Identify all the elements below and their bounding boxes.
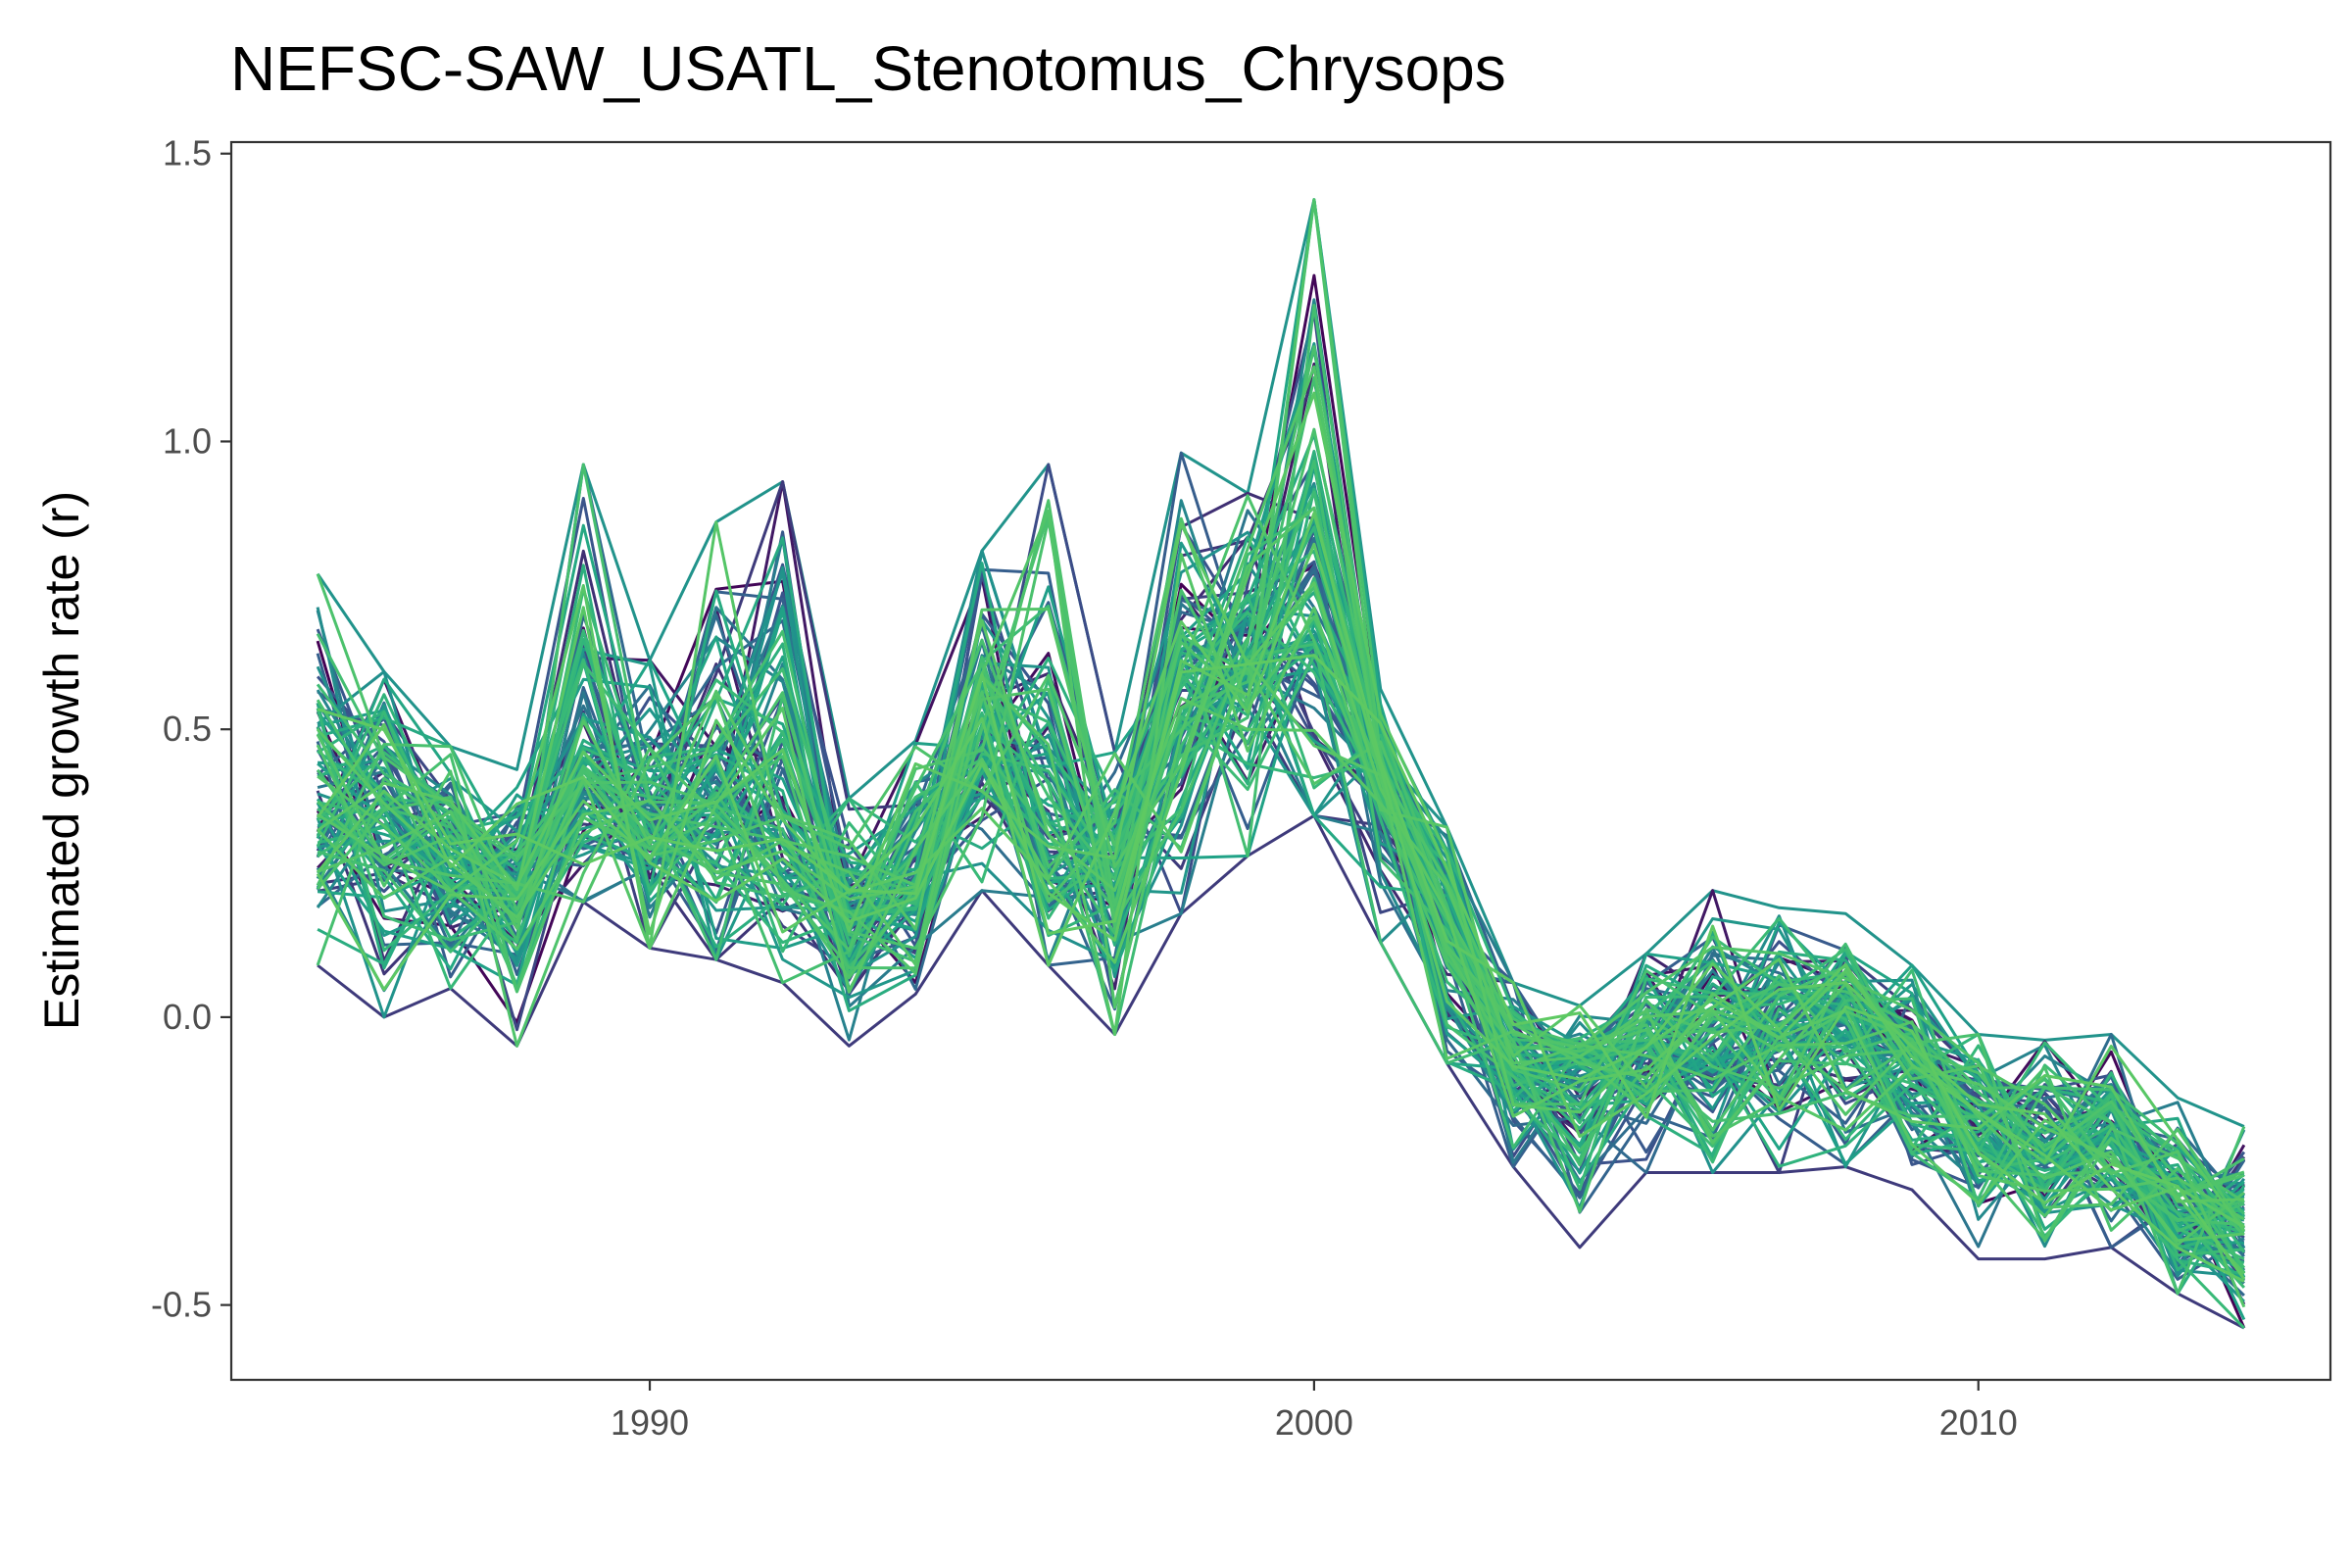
series-line <box>317 506 2246 1308</box>
series-line <box>316 512 2245 1283</box>
series-layer <box>316 198 2246 1330</box>
x-axis: 1990 2000 2010 <box>611 1380 2018 1443</box>
series-line <box>317 391 2246 1232</box>
series-line-lower-extreme <box>317 813 2245 1330</box>
x-tick-label: 2000 <box>1275 1402 1353 1443</box>
series-line <box>317 520 2245 1221</box>
series-line <box>316 618 2246 1275</box>
y-axis-title: Estimated growth rate (r) <box>34 491 89 1030</box>
series-line <box>317 710 2246 1253</box>
series-line <box>317 584 2245 1243</box>
series-line <box>317 654 2246 1280</box>
series-line-upper-extreme <box>316 198 2245 1128</box>
x-tick-label: 2010 <box>1939 1402 2018 1443</box>
chart-title: NEFSC-SAW_USATL_Stenotomus_Chrysops <box>230 33 1506 104</box>
plot-panel-border <box>229 140 2332 1382</box>
series-line <box>316 666 2246 1229</box>
series-line <box>316 522 2244 1203</box>
y-axis: 1.5 1.0 0.5 0.0 -0.5 <box>151 133 231 1325</box>
series-line <box>316 604 2245 1260</box>
y-tick-label: 0.5 <box>163 709 212 749</box>
y-tick-label: -0.5 <box>151 1285 212 1325</box>
y-tick-label: 0.0 <box>163 997 212 1037</box>
y-tick-label: 1.0 <box>163 420 212 461</box>
series-line <box>316 611 2245 1330</box>
x-tick-label: 1990 <box>611 1402 689 1443</box>
series-line <box>317 487 2245 1272</box>
y-tick-label: 1.5 <box>163 133 212 173</box>
series-line <box>316 376 2245 1223</box>
